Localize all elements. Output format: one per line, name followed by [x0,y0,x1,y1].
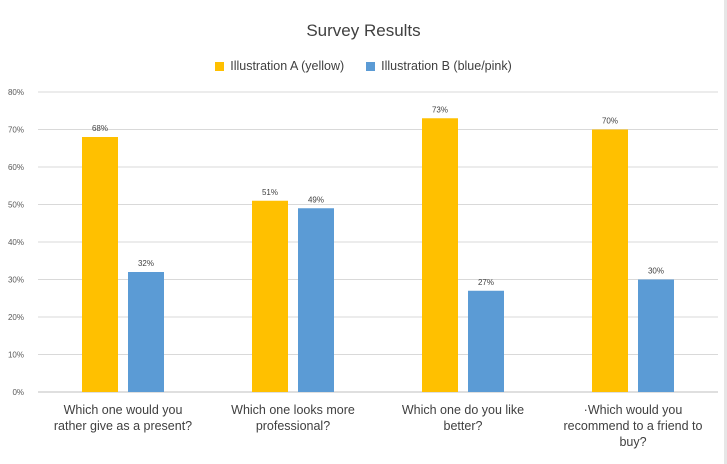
y-tick-label: 0% [12,388,24,397]
x-tick-label: Which one looks more professional? [206,402,381,434]
x-tick-label-line: Which one would you [63,403,183,417]
bar-illustration-b [638,279,674,392]
bar-illustration-a [422,118,458,392]
data-label: 32% [138,259,154,268]
bar-illustration-a [82,137,118,392]
legend-item-b: Illustration B (blue/pink) [366,59,512,73]
legend-swatch-b [366,61,376,71]
data-label: 27% [478,278,494,287]
data-label: 68% [92,124,108,133]
data-label: 73% [432,105,448,114]
y-tick-label: 80% [8,88,24,97]
y-tick-label: 70% [8,126,24,135]
legend-swatch-a [215,61,225,71]
y-tick-label: 20% [8,313,24,322]
bar-illustration-b [468,290,504,392]
data-label: 30% [648,267,664,276]
bar-illustration-a [252,200,288,392]
x-tick-label-line: Which one do you like [401,403,525,417]
y-tick-label: 50% [8,201,24,210]
x-tick-label-line: Which one looks more [231,403,355,417]
y-tick-label: 40% [8,238,24,247]
x-tick-label-line: professional? [255,419,331,433]
y-tick-label: 30% [8,276,24,285]
legend-label-b: Illustration B (blue/pink) [381,59,512,73]
legend: Illustration A (yellow) Illustration B (… [0,59,727,73]
data-label: 51% [262,188,278,197]
x-tick-label-line: ·Which would you [583,403,683,417]
chart-title: Survey Results [306,21,421,40]
x-tick-label-line: recommend to a friend to [563,419,703,433]
x-tick-label: Which one would you rather give as a pres… [36,402,211,434]
bar-illustration-a [592,129,628,392]
data-label: 49% [308,195,324,204]
x-tick-label-line: rather give as a present? [53,419,193,433]
x-tick-label-line: buy? [619,435,647,449]
x-tick-label: Which one do you like better? [376,402,551,434]
data-label: 70% [602,117,618,126]
bar-illustration-b [298,208,334,392]
y-tick-label: 10% [8,351,24,360]
right-edge-border [724,0,727,464]
legend-item-a: Illustration A (yellow) [215,59,344,73]
y-tick-label: 60% [8,163,24,172]
bar-illustration-b [128,272,164,392]
x-tick-label: ·Which would you recommend to a friend to… [546,402,721,450]
legend-label-a: Illustration A (yellow) [230,59,345,73]
x-tick-label-line: better? [443,419,483,433]
